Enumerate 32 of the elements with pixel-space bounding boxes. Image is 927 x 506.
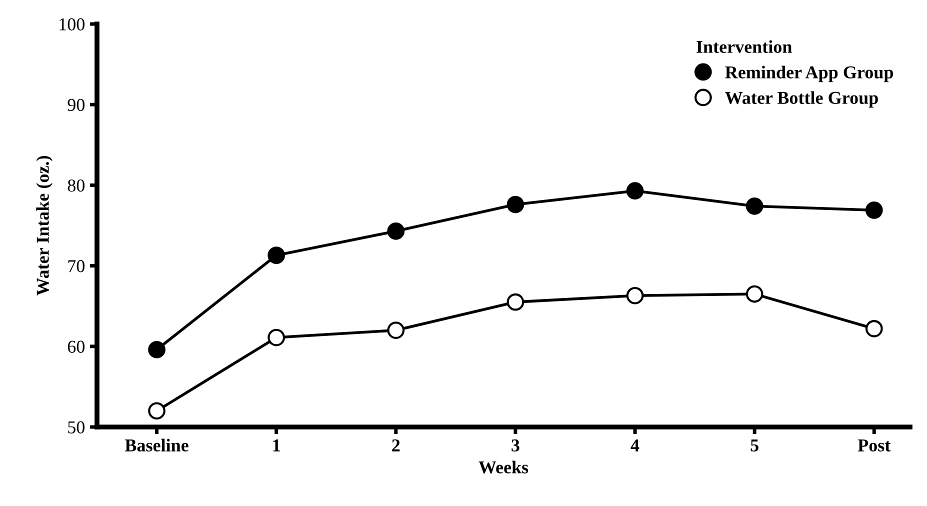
y-tick-label: 70 bbox=[68, 260, 85, 272]
legend-label: Water Bottle Group bbox=[725, 91, 878, 108]
x-tick-label: Post bbox=[858, 440, 891, 452]
x-tick-label: 4 bbox=[630, 439, 640, 452]
y-tick-label: 100 bbox=[60, 18, 85, 30]
point bbox=[746, 197, 764, 215]
y-tick-label: 60 bbox=[68, 340, 85, 353]
x-tick-label: 5 bbox=[750, 440, 758, 452]
point bbox=[865, 320, 883, 338]
x-tick-label: 1 bbox=[273, 439, 280, 452]
x-tick-label: 2 bbox=[392, 439, 400, 452]
x-axis-title: Weeks bbox=[478, 460, 528, 474]
legend-title: Intervention bbox=[696, 40, 792, 53]
point bbox=[506, 293, 524, 311]
point bbox=[865, 202, 883, 219]
point bbox=[387, 322, 405, 339]
y-tick-label: 80 bbox=[68, 179, 85, 192]
x-tick-label: 3 bbox=[512, 439, 520, 452]
point bbox=[746, 285, 764, 303]
point bbox=[387, 222, 405, 240]
y-axis-title: Water Intake (oz.) bbox=[36, 156, 53, 296]
y-tick-label: 90 bbox=[68, 98, 85, 112]
point bbox=[148, 340, 166, 358]
point bbox=[506, 196, 524, 214]
point bbox=[268, 328, 286, 346]
x-tick-label: Baseline bbox=[124, 438, 188, 452]
point bbox=[268, 246, 286, 264]
point bbox=[148, 402, 166, 420]
point bbox=[626, 182, 644, 200]
legend-label: Reminder App Group bbox=[725, 66, 894, 82]
point bbox=[626, 286, 644, 304]
y-tick-label: 50 bbox=[68, 421, 85, 434]
